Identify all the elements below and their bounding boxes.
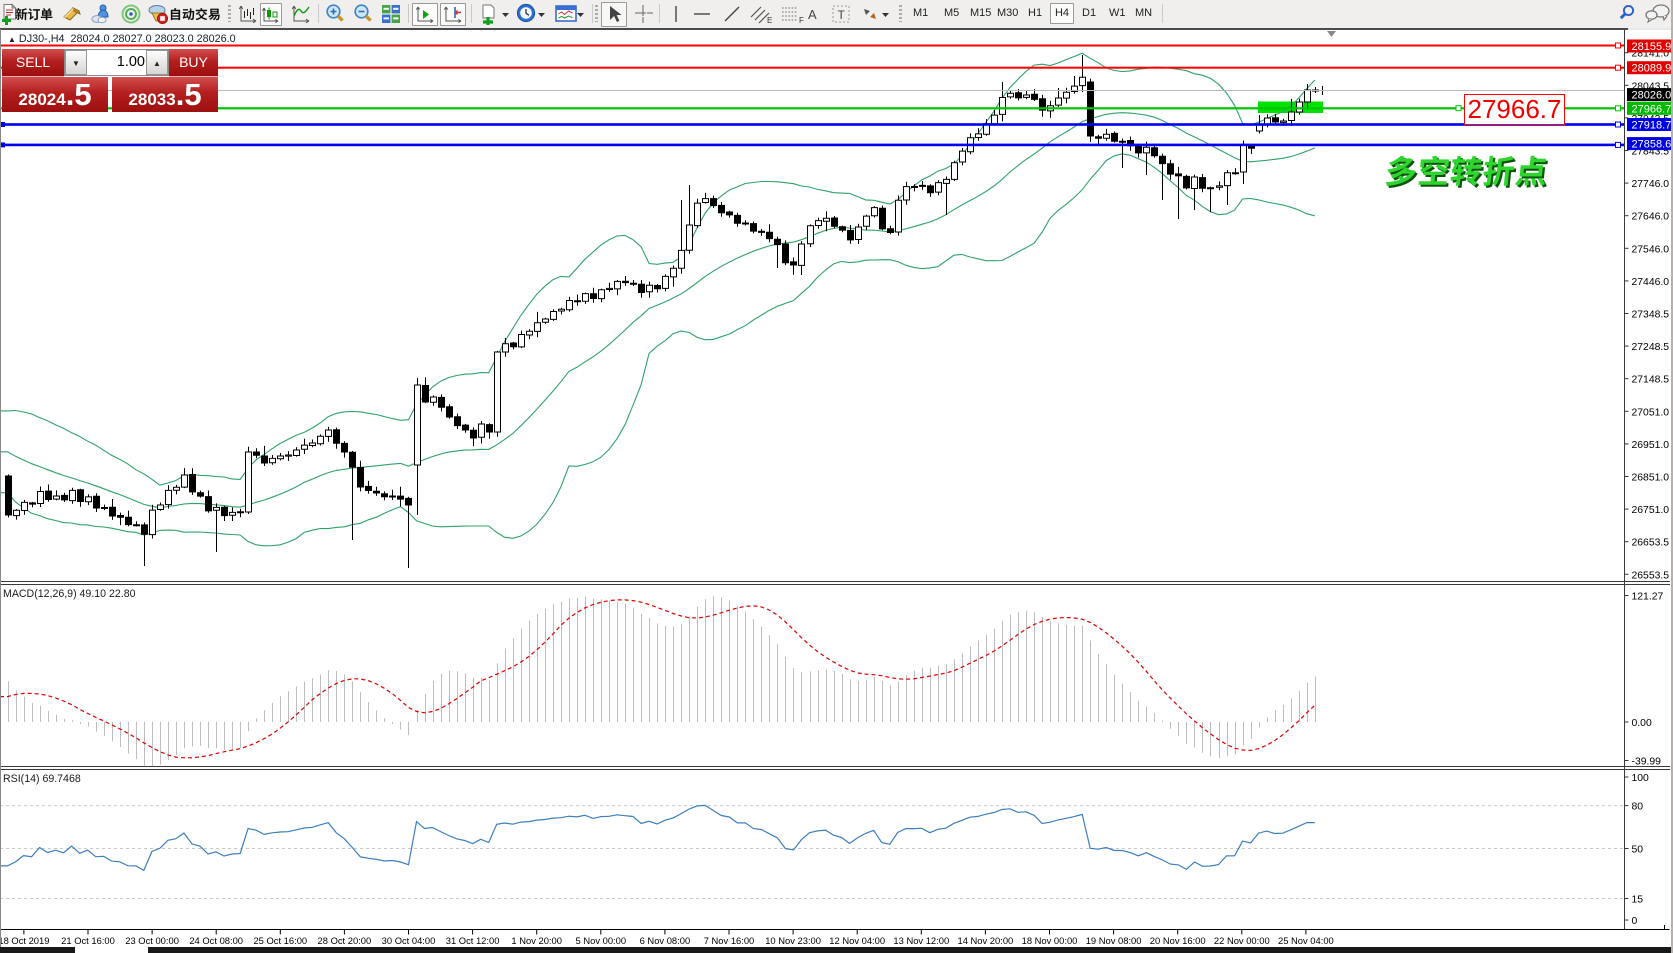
svg-text:19 Nov 08:00: 19 Nov 08:00 (1086, 935, 1142, 946)
svg-text:14 Nov 20:00: 14 Nov 20:00 (958, 935, 1014, 946)
svg-text:7 Nov 16:00: 7 Nov 16:00 (704, 935, 755, 946)
svg-text:27051.0: 27051.0 (1632, 407, 1670, 418)
svg-text:28089.9: 28089.9 (1632, 63, 1672, 75)
svg-text:26851.0: 26851.0 (1632, 473, 1670, 484)
svg-text:12 Nov 04:00: 12 Nov 04:00 (829, 935, 885, 946)
svg-text:27348.5: 27348.5 (1632, 310, 1670, 321)
svg-text:-39.99: -39.99 (1632, 757, 1662, 768)
svg-text:0.00: 0.00 (1632, 718, 1652, 729)
svg-text:30 Oct 04:00: 30 Oct 04:00 (382, 935, 436, 946)
svg-text:27858.6: 27858.6 (1632, 139, 1672, 151)
svg-text:6 Nov 08:00: 6 Nov 08:00 (640, 935, 691, 946)
svg-text:27148.5: 27148.5 (1632, 375, 1670, 386)
svg-text:21 Oct 16:00: 21 Oct 16:00 (61, 935, 115, 946)
svg-text:26951.0: 26951.0 (1632, 440, 1670, 451)
svg-text:MACD(12,26,9) 49.10 22.80: MACD(12,26,9) 49.10 22.80 (3, 588, 136, 600)
svg-text:0: 0 (1632, 916, 1638, 927)
svg-text:27746.0: 27746.0 (1632, 179, 1670, 190)
svg-text:RSI(14) 69.7468: RSI(14) 69.7468 (3, 773, 81, 785)
svg-text:121.27: 121.27 (1632, 592, 1664, 603)
svg-text:E: E (767, 16, 772, 25)
svg-text:T: T (838, 8, 846, 22)
svg-text:18 Oct 2019: 18 Oct 2019 (0, 935, 49, 946)
svg-text:25 Nov 04:00: 25 Nov 04:00 (1278, 935, 1334, 946)
svg-text:31 Oct 12:00: 31 Oct 12:00 (446, 935, 500, 946)
svg-text:28155.9: 28155.9 (1632, 41, 1672, 53)
svg-text:28 Oct 20:00: 28 Oct 20:00 (318, 935, 372, 946)
svg-text:22 Nov 00:00: 22 Nov 00:00 (1214, 935, 1270, 946)
svg-text:26653.5: 26653.5 (1632, 538, 1670, 549)
svg-text:25 Oct 16:00: 25 Oct 16:00 (253, 935, 307, 946)
svg-text:27446.0: 27446.0 (1632, 277, 1670, 288)
svg-text:26553.5: 26553.5 (1632, 570, 1670, 581)
svg-text:24 Oct 08:00: 24 Oct 08:00 (189, 935, 243, 946)
svg-text:F: F (799, 16, 804, 25)
svg-text:13 Nov 12:00: 13 Nov 12:00 (893, 935, 949, 946)
svg-text:18 Nov 00:00: 18 Nov 00:00 (1022, 935, 1078, 946)
svg-text:100: 100 (1632, 773, 1650, 784)
svg-text:27646.0: 27646.0 (1632, 212, 1670, 223)
svg-text:27546.0: 27546.0 (1632, 244, 1670, 255)
svg-text:28141.0: 28141.0 (1632, 49, 1670, 60)
svg-text:10 Nov 23:00: 10 Nov 23:00 (765, 935, 821, 946)
svg-text:23 Oct 00:00: 23 Oct 00:00 (125, 935, 179, 946)
svg-text:27843.5: 27843.5 (1632, 147, 1670, 158)
svg-text:5 Nov 00:00: 5 Nov 00:00 (576, 935, 627, 946)
svg-text:27248.5: 27248.5 (1632, 342, 1670, 353)
svg-text:1 Nov 20:00: 1 Nov 20:00 (511, 935, 562, 946)
svg-text:28026.0: 28026.0 (1632, 90, 1672, 102)
svg-text:26751.0: 26751.0 (1632, 505, 1670, 516)
svg-text:20 Nov 16:00: 20 Nov 16:00 (1150, 935, 1206, 946)
svg-text:50: 50 (1632, 845, 1644, 856)
svg-text:27918.7: 27918.7 (1632, 120, 1672, 132)
svg-text:28043.5: 28043.5 (1632, 81, 1670, 92)
svg-text:15: 15 (1632, 895, 1644, 906)
svg-text:80: 80 (1632, 802, 1644, 813)
svg-text:27966.7: 27966.7 (1632, 103, 1672, 115)
